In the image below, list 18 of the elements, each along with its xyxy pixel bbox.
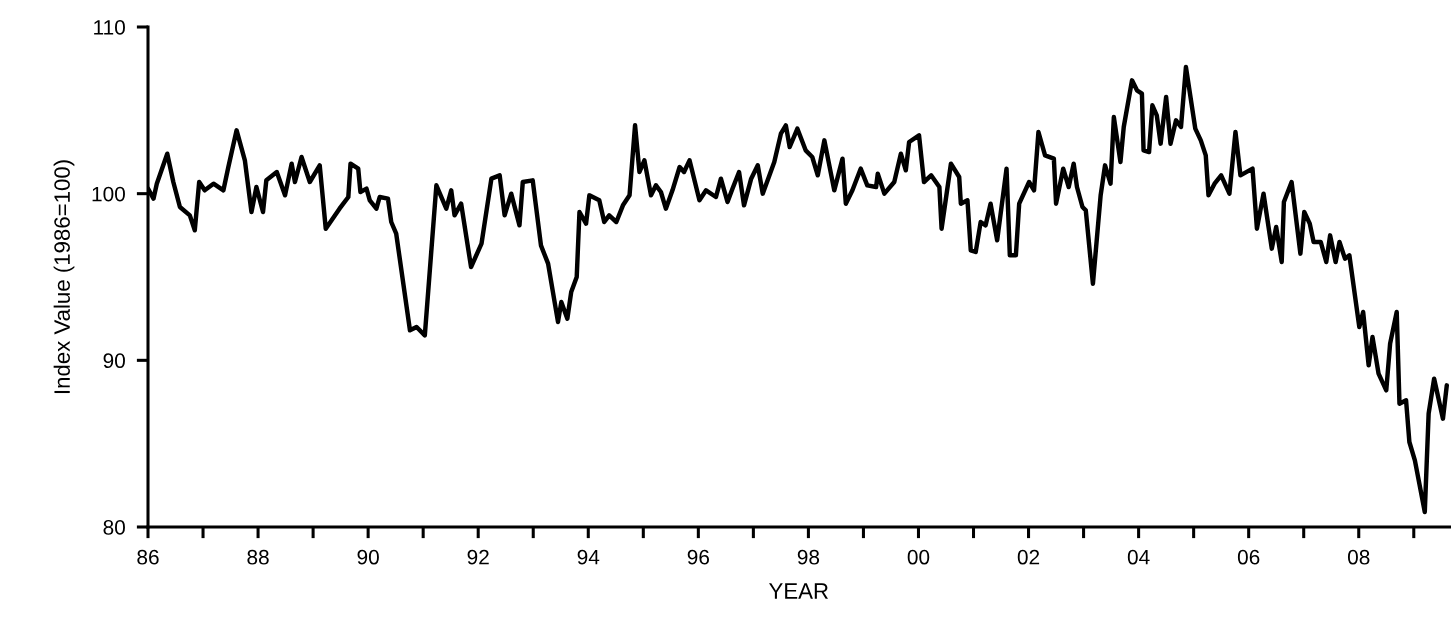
x-tick-label: 90	[357, 549, 379, 565]
x-tick-label: 98	[797, 549, 820, 565]
x-tick-label: 08	[1347, 549, 1370, 565]
y-axis-title: Index Value (1986=100)	[53, 160, 75, 394]
x-tick-label: 96	[687, 549, 710, 565]
x-tick-label: 06	[1237, 549, 1260, 565]
x-tick-label: 00	[907, 549, 930, 565]
x-tick-label: 94	[577, 549, 600, 565]
y-tick-label: 90	[103, 353, 125, 369]
x-tick-label: 92	[467, 549, 489, 565]
y-tick-label: 110	[94, 20, 125, 35]
x-tick-label: 86	[137, 549, 159, 565]
x-axis-title: YEAR	[769, 583, 828, 599]
y-tick-label: 100	[92, 186, 125, 202]
x-tick-label: 02	[1017, 549, 1040, 565]
x-tick-label: 04	[1127, 549, 1150, 565]
x-tick-label: 88	[247, 549, 269, 565]
y-tick-label: 80	[103, 520, 125, 535]
